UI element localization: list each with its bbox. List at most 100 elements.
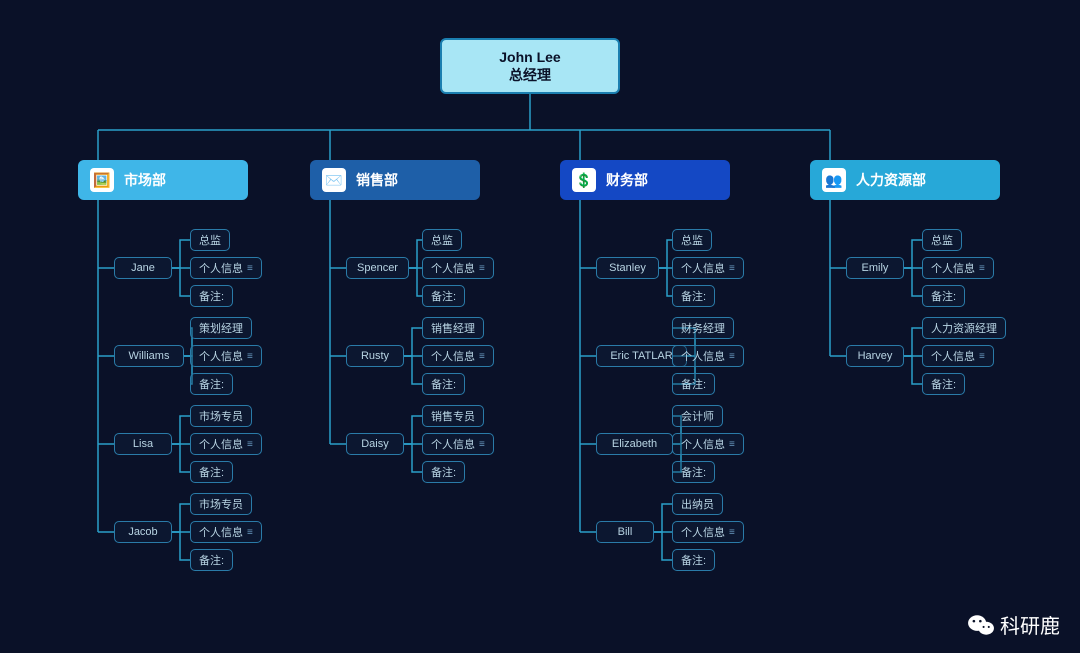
- detail-text: 备注:: [431, 464, 456, 480]
- remark-node[interactable]: 备注:: [672, 285, 715, 307]
- dept-node-marketing[interactable]: 🖼️ 市场部: [78, 160, 248, 200]
- watermark: 科研鹿: [968, 610, 1060, 639]
- menu-icon: ≡: [979, 263, 985, 274]
- remark-node[interactable]: 备注:: [672, 549, 715, 571]
- menu-icon: ≡: [247, 351, 253, 362]
- person-node[interactable]: Williams: [114, 345, 184, 367]
- remark-node[interactable]: 备注:: [190, 285, 233, 307]
- person-node[interactable]: Jane: [114, 257, 172, 279]
- sales-icon: ✉️: [322, 168, 346, 192]
- menu-icon: ≡: [729, 351, 735, 362]
- menu-icon: ≡: [729, 439, 735, 450]
- personal-info-node[interactable]: 个人信息≡: [190, 257, 262, 279]
- role-node[interactable]: 总监: [672, 229, 712, 251]
- detail-text: 个人信息: [681, 436, 725, 452]
- personal-info-node[interactable]: 个人信息≡: [672, 257, 744, 279]
- menu-icon: ≡: [729, 263, 735, 274]
- detail-text: 个人信息: [681, 348, 725, 364]
- finance-icon: 💲: [572, 168, 596, 192]
- person-node[interactable]: Jacob: [114, 521, 172, 543]
- person-node[interactable]: Rusty: [346, 345, 404, 367]
- personal-info-node[interactable]: 个人信息≡: [190, 433, 262, 455]
- remark-node[interactable]: 备注:: [190, 373, 233, 395]
- person-node[interactable]: Spencer: [346, 257, 409, 279]
- dept-node-hr[interactable]: 👥 人力资源部: [810, 160, 1000, 200]
- remark-node[interactable]: 备注:: [922, 285, 965, 307]
- remark-node[interactable]: 备注:: [190, 461, 233, 483]
- personal-info-node[interactable]: 个人信息 ≡: [672, 433, 744, 455]
- remark-node[interactable]: 备注:: [672, 461, 715, 483]
- personal-info-node[interactable]: 个人信息 ≡: [672, 345, 744, 367]
- personal-info-node[interactable]: 个人信息 ≡: [422, 257, 494, 279]
- marketing-icon: 🖼️: [90, 168, 114, 192]
- detail-text: 备注:: [199, 552, 224, 568]
- detail-text: 会计师: [681, 408, 714, 424]
- hr-icon: 👥: [822, 168, 846, 192]
- root-node[interactable]: John Lee总经理: [440, 38, 620, 94]
- connector-lines: [0, 0, 1080, 653]
- detail-text: 备注:: [199, 376, 224, 392]
- remark-node[interactable]: 备注:: [422, 285, 465, 307]
- dept-label: 人力资源部: [856, 170, 926, 190]
- remark-node[interactable]: 备注:: [922, 373, 965, 395]
- detail-text: 总监: [199, 232, 221, 248]
- remark-node[interactable]: 备注:: [190, 549, 233, 571]
- detail-text: 备注:: [199, 464, 224, 480]
- root-title: 总经理: [462, 66, 598, 84]
- personal-info-node[interactable]: 个人信息≡: [422, 345, 494, 367]
- person-node[interactable]: Lisa: [114, 433, 172, 455]
- detail-text: 备注:: [681, 464, 706, 480]
- role-node[interactable]: 销售经理: [422, 317, 484, 339]
- personal-info-node[interactable]: 个人信息≡: [922, 345, 994, 367]
- dept-node-finance[interactable]: 💲 财务部: [560, 160, 730, 200]
- person-node[interactable]: Harvey: [846, 345, 904, 367]
- menu-icon: ≡: [479, 263, 485, 274]
- detail-text: 个人信息: [431, 260, 475, 276]
- personal-info-node[interactable]: 个人信息≡: [190, 521, 262, 543]
- detail-text: 备注:: [681, 376, 706, 392]
- role-node[interactable]: 总监: [422, 229, 462, 251]
- detail-text: 个人信息: [199, 524, 243, 540]
- detail-text: 个人信息: [681, 524, 725, 540]
- role-node[interactable]: 销售专员: [422, 405, 484, 427]
- remark-node[interactable]: 备注:: [422, 461, 465, 483]
- role-node[interactable]: 会计师: [672, 405, 723, 427]
- role-node[interactable]: 总监: [922, 229, 962, 251]
- detail-text: 总监: [681, 232, 703, 248]
- dept-label: 销售部: [356, 170, 398, 190]
- detail-text: 人力资源经理: [931, 320, 997, 336]
- remark-node[interactable]: 备注:: [422, 373, 465, 395]
- personal-info-node[interactable]: 个人信息≡: [922, 257, 994, 279]
- detail-text: 出纳员: [681, 496, 714, 512]
- role-node[interactable]: 人力资源经理: [922, 317, 1006, 339]
- role-node[interactable]: 出纳员: [672, 493, 723, 515]
- detail-text: 策划经理: [199, 320, 243, 336]
- detail-text: 总监: [431, 232, 453, 248]
- detail-text: 备注:: [681, 552, 706, 568]
- dept-node-sales[interactable]: ✉️ 销售部: [310, 160, 480, 200]
- person-node[interactable]: Stanley: [596, 257, 659, 279]
- detail-text: 备注:: [931, 376, 956, 392]
- menu-icon: ≡: [479, 439, 485, 450]
- root-name: John Lee: [462, 48, 598, 66]
- dept-label: 财务部: [606, 170, 648, 190]
- remark-node[interactable]: 备注:: [672, 373, 715, 395]
- person-node[interactable]: Emily: [846, 257, 904, 279]
- detail-text: 备注:: [199, 288, 224, 304]
- person-node[interactable]: Elizabeth: [596, 433, 673, 455]
- detail-text: 个人信息: [431, 348, 475, 364]
- detail-text: 个人信息: [199, 260, 243, 276]
- dept-label: 市场部: [124, 170, 166, 190]
- menu-icon: ≡: [979, 351, 985, 362]
- role-node[interactable]: 策划经理: [190, 317, 252, 339]
- personal-info-node[interactable]: 个人信息≡: [422, 433, 494, 455]
- role-node[interactable]: 财务经理: [672, 317, 734, 339]
- person-node[interactable]: Bill: [596, 521, 654, 543]
- role-node[interactable]: 市场专员: [190, 405, 252, 427]
- role-node[interactable]: 市场专员: [190, 493, 252, 515]
- person-node[interactable]: Daisy: [346, 433, 404, 455]
- personal-info-node[interactable]: 个人信息≡: [672, 521, 744, 543]
- personal-info-node[interactable]: 个人信息≡: [190, 345, 262, 367]
- role-node[interactable]: 总监: [190, 229, 230, 251]
- detail-text: 备注:: [431, 376, 456, 392]
